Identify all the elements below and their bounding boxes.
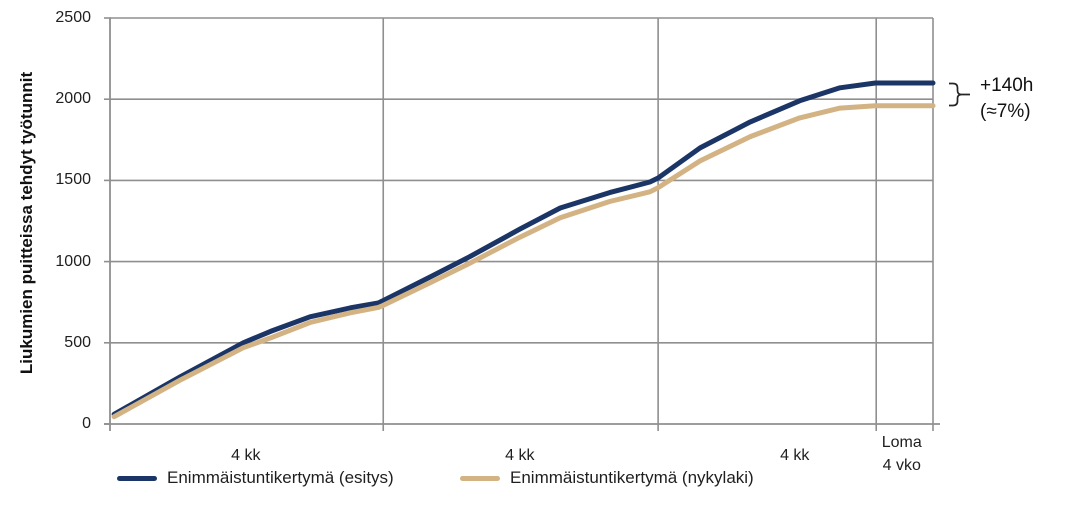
difference-hours-label: +140h (980, 75, 1034, 96)
y-tick-label: 2500 (55, 9, 91, 26)
y-tick-label: 500 (64, 333, 91, 351)
x-section-label: Loma 4 vko (881, 434, 922, 474)
x-section-label: 4 kk (505, 447, 535, 464)
esitys-line-swatch (117, 475, 157, 481)
series-line-nykylaki (111, 103, 936, 420)
x-section-label: 4 kk (231, 447, 261, 464)
difference-annotation: +140h (≈7%) (980, 73, 1033, 125)
legend-item-nykylaki: Enimmäistuntikertymä (nykylaki) (460, 464, 754, 492)
legend-label-nykylaki: Enimmäistuntikertymä (nykylaki) (510, 468, 754, 487)
brace-icon (949, 82, 970, 107)
y-tick-label: 2000 (55, 90, 91, 108)
legend: Enimmäistuntikertymä (esitys) Enimmäistu… (0, 464, 1072, 492)
y-tick-label: 1000 (55, 252, 91, 270)
legend-item-esitys: Enimmäistuntikertymä (esitys) (117, 464, 394, 492)
series-line-esitys (111, 80, 936, 417)
difference-percent-label: (≈7%) (980, 101, 1031, 122)
y-tick-label: 0 (82, 415, 91, 432)
x-section-label: 4 kk (780, 447, 810, 464)
nykylaki-line-swatch (460, 475, 500, 481)
legend-label-esitys: Enimmäistuntikertymä (esitys) (167, 468, 394, 487)
y-tick-label: 1500 (55, 171, 91, 189)
